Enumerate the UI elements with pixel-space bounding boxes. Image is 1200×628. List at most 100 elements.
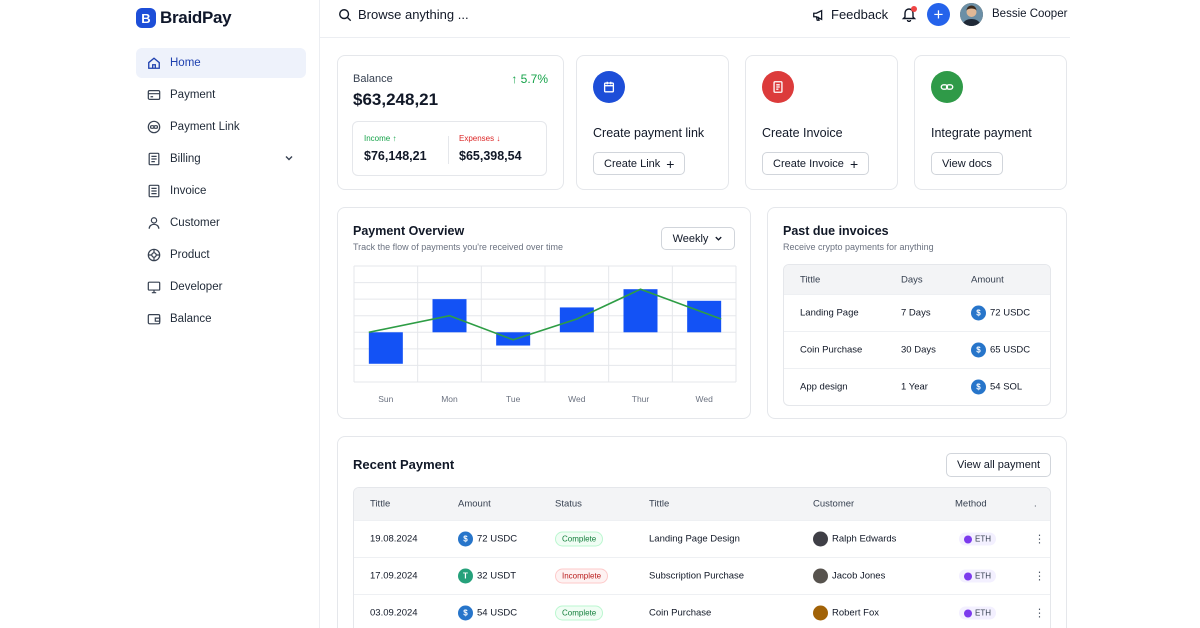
invoice-amount: $65 USDC [971,342,1031,358]
invoice-days: 30 Days [901,344,936,356]
search-bar[interactable]: Browse anything ... [338,7,469,22]
invoice-amount: $72 USDC [971,305,1030,321]
view-docs-button[interactable]: View docs [931,152,1003,175]
table-header: Tittle Amount Status Tittle Customer Met… [354,488,1050,520]
method-badge: ETH [959,606,996,620]
table-row[interactable]: 17.09.2024 T 32 USDT Incomplete Subscript… [354,557,1050,594]
period-select[interactable]: Weekly [661,227,735,250]
period-label: Weekly [672,232,709,245]
amount-text: 65 USDC [990,344,1031,356]
link-icon [931,71,963,103]
plus-icon: + [849,155,859,172]
sidebar: B BraidPay Home Payment Payment Link Bil… [130,0,320,628]
table-row[interactable]: 03.09.2024 $54 USDC Complete Coin Purcha… [354,594,1050,628]
sidebar-item-label: Home [170,57,201,69]
invoices-table: Tittle Days Amount Landing Page 7 Days $… [783,264,1051,406]
chart-line [368,288,722,341]
sidebar-item-payment[interactable]: Payment [136,80,306,110]
usdc-icon: $ [971,379,986,395]
income-label: Income ↑ [364,134,397,143]
payment-item: Subscription Purchase [649,570,745,582]
monitor-icon [147,280,161,294]
table-row[interactable]: Landing Page 7 Days $72 USDC [784,294,1050,331]
avatar[interactable] [960,3,983,26]
link-circle-icon [147,120,161,134]
payment-item: Landing Page Design [649,533,740,545]
invoices-title: Past due invoices [783,224,889,238]
x-tick-label: Wed [696,394,714,404]
sidebar-item-balance[interactable]: Balance [136,304,306,334]
invoice-icon [762,71,794,103]
sidebar-item-label: Developer [170,281,223,293]
recent-table: Tittle Amount Status Tittle Customer Met… [353,487,1051,628]
table-row[interactable]: 19.08.2024 $72 USDC Complete Landing Pag… [354,520,1050,557]
status-text: Complete [555,605,604,621]
sidebar-item-payment-link[interactable]: Payment Link [136,112,306,142]
customer-name: Robert Fox [832,607,879,619]
view-all-payment-button[interactable]: View all payment [946,453,1051,477]
chevron-down-icon[interactable] [284,153,294,163]
more-icon[interactable]: ⋮ [1034,607,1045,620]
table-header: Tittle Days Amount [784,265,1050,294]
product-icon [147,248,161,262]
table-row[interactable]: Coin Purchase 30 Days $65 USDC [784,331,1050,368]
sidebar-item-home[interactable]: Home [136,48,306,78]
invoice-title: App design [800,381,848,393]
header-item: Tittle [649,498,670,510]
recent-payment-card: Recent Payment View all payment Tittle A… [337,436,1067,628]
sidebar-item-product[interactable]: Product [136,240,306,270]
eth-icon [964,535,972,543]
income-expenses-box: Income ↑ $76,148,21 Expenses ↓ $65,398,5… [352,121,547,176]
customer: Robert Fox [813,605,879,621]
balance-value: $63,248,21 [353,90,439,109]
header-amount: Amount [458,498,491,510]
eth-icon [964,609,972,617]
header-status: Status [555,498,582,510]
x-tick-label: Mon [441,394,458,404]
sidebar-item-customer[interactable]: Customer [136,208,306,238]
user-icon [147,216,161,230]
home-icon [147,56,161,70]
amount-text: 54 SOL [990,381,1023,393]
customer-name: Ralph Edwards [832,533,897,545]
wallet-icon [147,312,161,326]
eth-icon [964,572,972,580]
chart-bar [368,332,403,364]
table-row[interactable]: App design 1 Year $54 SOL [784,368,1050,405]
usdc-icon: $ [458,605,473,621]
create-invoice-button[interactable]: Create Invoice + [762,152,870,175]
invoice-icon [147,184,161,198]
customer: Ralph Edwards [813,531,897,547]
more-icon[interactable]: ⋮ [1034,533,1045,546]
status-badge: Complete [555,531,604,547]
user-name[interactable]: Bessie Cooper [992,8,1068,20]
feedback-label: Feedback [831,7,889,22]
sidebar-item-label: Payment Link [170,121,240,133]
invoice-days: 7 Days [901,307,931,319]
x-tick-label: Thur [632,394,650,404]
more-icon[interactable]: ⋮ [1034,570,1045,583]
search-input[interactable]: Browse anything ... [358,7,469,22]
create-invoice-card: Create Invoice Create Invoice + [745,55,898,190]
usdc-icon: $ [971,342,986,358]
x-tick-label: Sun [378,394,393,404]
add-button[interactable]: + [927,3,950,26]
create-link-button[interactable]: Create Link + [593,152,686,175]
x-tick-label: Wed [568,394,586,404]
recent-title: Recent Payment [353,457,455,472]
method-badge: ETH [959,569,996,583]
sidebar-item-invoice[interactable]: Invoice [136,176,306,206]
expenses-label: Expenses ↓ [459,134,501,143]
past-due-invoices-card: Past due invoices Receive crypto payment… [767,207,1067,419]
status-badge: Complete [555,605,604,621]
card-title: Create payment link [593,126,705,140]
sidebar-item-label: Billing [170,153,201,165]
card-title: Create Invoice [762,126,843,140]
sidebar-item-billing[interactable]: Billing [136,144,306,174]
button-label: Create Link [604,157,661,170]
button-label: Create Invoice [773,157,844,170]
feedback-button[interactable]: Feedback [812,7,888,22]
logo[interactable]: B BraidPay [136,8,232,28]
app-name: BraidPay [160,8,232,27]
sidebar-item-developer[interactable]: Developer [136,272,306,302]
